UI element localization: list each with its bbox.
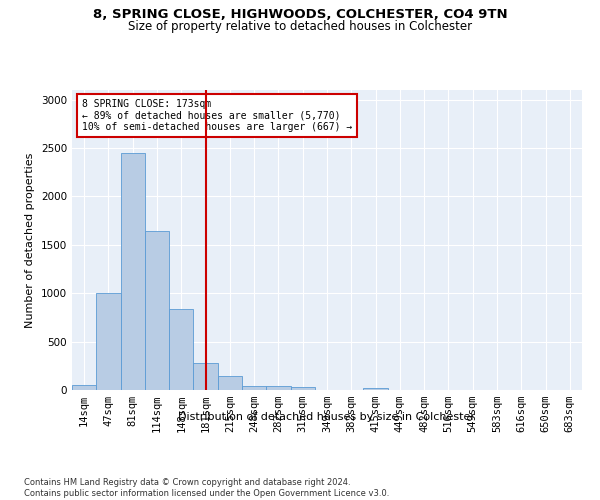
Text: Size of property relative to detached houses in Colchester: Size of property relative to detached ho… [128, 20, 472, 33]
Text: 8, SPRING CLOSE, HIGHWOODS, COLCHESTER, CO4 9TN: 8, SPRING CLOSE, HIGHWOODS, COLCHESTER, … [92, 8, 508, 20]
Bar [290, 387, 315, 390]
Text: 8 SPRING CLOSE: 173sqm
← 89% of detached houses are smaller (5,770)
10% of semi-: 8 SPRING CLOSE: 173sqm ← 89% of detached… [82, 99, 352, 132]
Text: Contains HM Land Registry data © Crown copyright and database right 2024.
Contai: Contains HM Land Registry data © Crown c… [24, 478, 389, 498]
Bar [218, 376, 242, 390]
Bar [266, 386, 290, 390]
Y-axis label: Number of detached properties: Number of detached properties [25, 152, 35, 328]
Bar [72, 384, 96, 390]
Text: Distribution of detached houses by size in Colchester: Distribution of detached houses by size … [179, 412, 476, 422]
Bar [121, 153, 145, 390]
Bar [169, 308, 193, 390]
Bar [242, 386, 266, 390]
Bar [145, 232, 169, 390]
Bar [364, 388, 388, 390]
Bar [193, 363, 218, 390]
Bar [96, 293, 121, 390]
